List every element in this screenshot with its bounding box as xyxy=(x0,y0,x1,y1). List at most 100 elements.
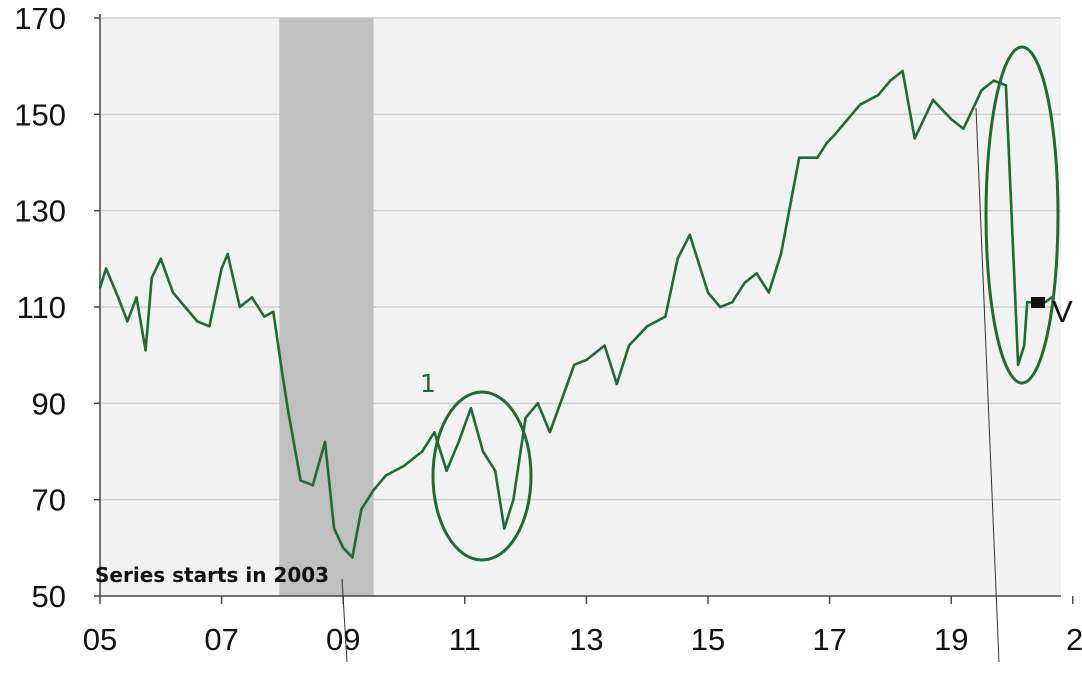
series-point xyxy=(469,406,473,410)
series-point xyxy=(603,344,606,347)
x-tick-label: 11 xyxy=(449,622,481,657)
series-point xyxy=(901,69,904,73)
x-tick-labels: 05 07 09 11 13 15 17 19 2 xyxy=(83,622,1082,657)
series-point xyxy=(731,300,734,304)
series-point xyxy=(767,291,770,294)
series-point xyxy=(1004,84,1008,87)
series-point xyxy=(743,281,746,285)
series-point xyxy=(457,440,460,444)
series-point xyxy=(834,132,837,135)
series-point xyxy=(676,257,679,261)
series-point xyxy=(503,527,506,530)
series-point xyxy=(360,508,363,511)
series-point xyxy=(117,296,120,299)
series-point xyxy=(171,291,175,294)
series-point xyxy=(1013,291,1017,294)
highlight-ellipse-2020 xyxy=(984,45,1060,385)
series-point xyxy=(585,358,588,362)
x-tick-label: 15 xyxy=(691,622,725,657)
x-tick-label: 09 xyxy=(326,622,360,657)
series-point xyxy=(384,474,387,477)
series-points xyxy=(98,69,1053,559)
series-point xyxy=(980,89,983,92)
pointer-line-2019 xyxy=(975,107,1000,663)
series-point xyxy=(98,286,102,289)
x-tick-label: 07 xyxy=(204,622,238,657)
x-tick-label: 13 xyxy=(569,622,603,657)
series-point xyxy=(281,373,284,376)
series-point xyxy=(1026,300,1029,304)
series-point xyxy=(940,108,944,111)
series-point xyxy=(135,296,138,299)
series-point xyxy=(950,117,953,121)
series-point xyxy=(573,363,576,366)
latest-value-marker xyxy=(1031,297,1045,308)
y-tick-label: 50 xyxy=(32,579,66,614)
series-point xyxy=(1016,363,1020,366)
series-point xyxy=(524,416,527,419)
series-point xyxy=(144,349,147,352)
series-point xyxy=(150,276,153,280)
series-point xyxy=(262,315,266,318)
series-point xyxy=(889,79,892,82)
series-point xyxy=(421,450,424,453)
series-point xyxy=(445,469,448,472)
series-point xyxy=(126,320,129,323)
series-point xyxy=(512,498,515,501)
y-tick-labels: 50 70 90 110 130 150 170 xyxy=(14,1,66,614)
annotation-marker-label: 1 xyxy=(420,369,436,398)
y-tick-label: 110 xyxy=(17,290,66,325)
series-point xyxy=(560,397,564,400)
series-point xyxy=(548,431,552,434)
series-point xyxy=(798,156,801,159)
series-point xyxy=(615,382,618,386)
series-point xyxy=(779,252,783,256)
series-point xyxy=(1019,353,1023,357)
series-point xyxy=(755,272,758,275)
y-tick-label: 130 xyxy=(14,194,66,229)
series-point xyxy=(323,440,327,444)
series-point xyxy=(220,267,223,270)
series-point xyxy=(718,305,722,309)
series-point xyxy=(332,527,336,530)
y-tick-label: 90 xyxy=(32,386,66,421)
series-point xyxy=(536,402,539,405)
series-point xyxy=(858,103,862,106)
x-tick-label: 2 xyxy=(1066,622,1082,657)
series-point xyxy=(104,267,108,270)
series-point xyxy=(433,431,436,434)
y-tick-label: 170 xyxy=(14,1,66,36)
series-point xyxy=(962,127,965,130)
series-point xyxy=(688,233,691,236)
series-point xyxy=(913,137,916,140)
series-point xyxy=(402,464,406,468)
x-tick-label: 17 xyxy=(812,622,846,657)
recession-band xyxy=(279,18,374,596)
series-point xyxy=(208,325,211,328)
series-point xyxy=(816,156,819,159)
axes xyxy=(94,14,1074,604)
series-point xyxy=(183,305,187,309)
series-start-note: Series starts in 2003 xyxy=(95,563,329,587)
series-point xyxy=(646,325,649,328)
series-point xyxy=(159,257,162,261)
series-point xyxy=(272,310,275,314)
x-tick-label: 19 xyxy=(934,622,968,657)
series-point xyxy=(342,546,345,550)
series-point xyxy=(706,291,710,294)
series-point xyxy=(992,79,995,82)
series-point xyxy=(196,320,199,323)
series-point xyxy=(931,98,935,102)
series-point xyxy=(287,411,290,415)
y-tick-label: 150 xyxy=(14,97,66,132)
edge-glyph: V xyxy=(1052,294,1073,329)
series-point xyxy=(825,142,828,145)
highlight-ellipse-2011 xyxy=(431,390,533,562)
series-point xyxy=(481,450,485,453)
series-point xyxy=(494,469,497,472)
series-point xyxy=(226,252,229,256)
series-point xyxy=(627,344,631,347)
series-point xyxy=(877,93,880,97)
series-point xyxy=(250,296,254,299)
series-point xyxy=(1022,344,1026,347)
